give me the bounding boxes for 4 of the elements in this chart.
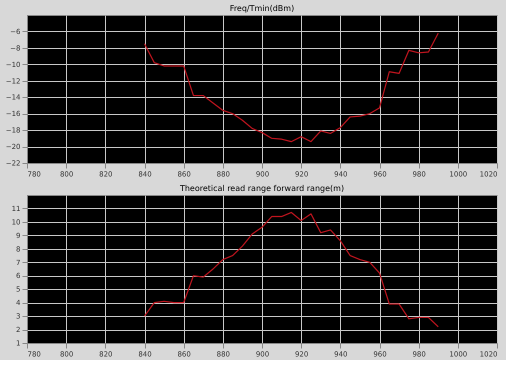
chart-title: Theoretical read range forward range(m) <box>178 184 344 193</box>
line-series <box>144 32 439 142</box>
line-series <box>144 212 439 328</box>
chart-title: Freq/Tmin(dBm) <box>230 4 294 13</box>
